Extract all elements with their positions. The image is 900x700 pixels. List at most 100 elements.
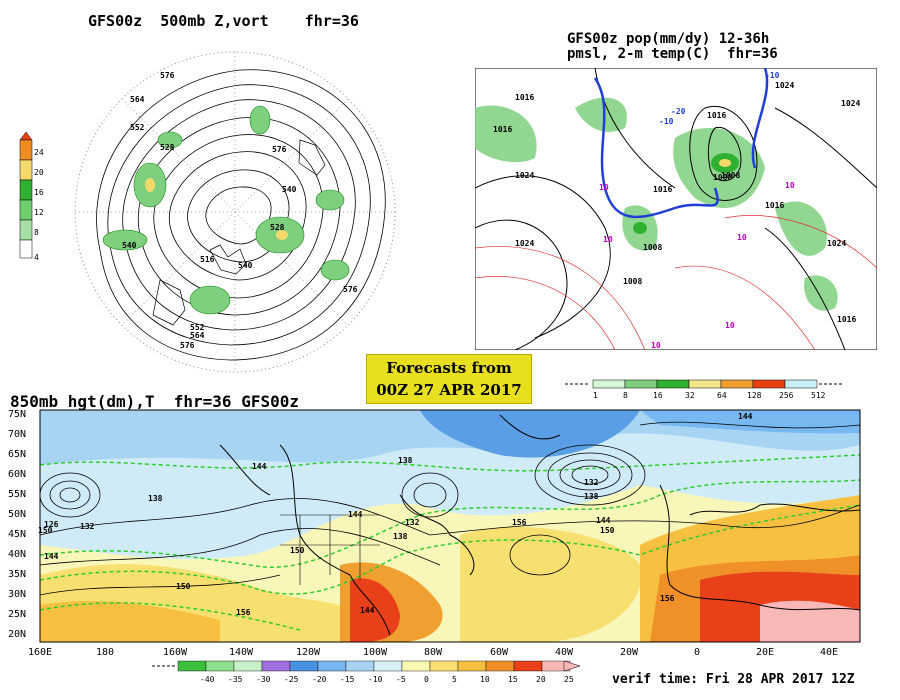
colorbar-swatch [513,660,543,672]
pressure-label: 1024 [827,239,846,248]
contour-label: 552 [130,123,145,132]
colorbar-swatch [373,660,403,672]
lon-label: 160E [28,647,52,658]
height-label: 132 [584,478,599,487]
lon-label: 140W [229,647,254,658]
colorbar-swatch [429,660,459,672]
colorbar-swatch [261,660,291,672]
colorbar-tick: 5 [452,675,457,684]
temperature-colorbar: -40 -35 -30 -25 -20 -15 -10 -5 0 5 10 15 20 25 [152,660,581,684]
height-label: 150 [38,526,53,535]
colorbar-swatch [457,660,487,672]
colorbar-tick: -40 [200,675,215,684]
polar-500mb-map: 576 564 552 540 528 516 540 528 576 552 … [74,51,396,373]
contour-label: 528 [270,223,285,232]
lat-label: 25N [8,609,26,620]
colorbar-swatch [401,660,431,672]
colorbar-tick: -30 [256,675,271,684]
pressure-label: 1016 [765,201,784,210]
height-label: 144 [348,510,363,519]
colorbar-tick: 32 [685,391,695,400]
pressure-label: 1016 [515,93,534,102]
lat-label: 45N [8,529,26,540]
colorbar-swatch [317,660,347,672]
polar-panel-title: GFS00z 500mb Z,vort fhr=36 [88,12,359,30]
forecast-line1: Forecasts from [386,359,512,377]
colorbar-swatch [485,660,515,672]
contour-label: 540 [282,185,297,194]
pressure-label: 1008 [643,243,662,252]
precip-title-line1: GFS00z pop(mm/dy) 12-36h [567,31,770,47]
height-label: 150 [176,582,191,591]
contour-label: 528 [160,143,175,152]
contour-label: 564 [130,95,145,104]
lon-label: 0 [694,647,700,658]
height-label: 150 [290,546,305,555]
lon-label: 80W [424,647,443,658]
contour-label: 516 [200,255,215,264]
temp-label: 10 [603,235,613,244]
temp-label: -10 [765,71,780,80]
lon-label: 20W [620,647,639,658]
precip-colorbar: 1 8 16 32 64 128 256 512 [565,379,843,400]
temp-label: 10 [737,233,747,242]
lat-label: 60N [8,469,26,480]
colorbar-tick: 15 [508,675,518,684]
precip-map: 1016 1016 1024 1024 1016 1008 1008 1016 … [475,68,877,350]
lon-label: 160W [163,647,188,658]
temp-label: -10 [659,117,674,126]
colorbar-tick: 4 [34,253,39,262]
temp-label: 10 [599,183,609,192]
colorbar-tick: 16 [34,188,44,197]
colorbar-tick: 256 [779,391,794,400]
lat-label: 40N [8,549,26,560]
height-label: 150 [600,526,615,535]
lat-label: 30N [8,589,26,600]
height-label: 144 [596,516,611,525]
temp-label: 10 [651,341,661,350]
colorbar-tick: 24 [34,148,44,157]
colorbar-swatch [177,660,207,672]
pressure-label: 1024 [841,99,860,108]
colorbar-tick: 64 [717,391,727,400]
colorbar-swatch [233,660,263,672]
pressure-label: 1016 [707,111,726,120]
height-label: 132 [405,518,420,527]
colorbar-swatch [345,660,375,672]
colorbar-tick: 20 [34,168,44,177]
contour-label: 576 [343,285,358,294]
colorbar-tick: -15 [340,675,355,684]
height-label: 144 [44,552,59,561]
height-label: 138 [148,494,163,503]
lon-label: 60W [490,647,509,658]
height-label: 126 [44,520,59,529]
height-label: 132 [80,522,95,531]
temp-label: 10 [725,321,735,330]
pressure-label: 1024 [515,239,534,248]
lat-label: 70N [8,429,26,440]
height-label: 138 [584,492,599,501]
contour-label: 576 [160,71,175,80]
lon-label: 180 [96,647,114,658]
contour-label: 576 [272,145,287,154]
colorbar-tick: -5 [396,675,406,684]
lat-label: 55N [8,489,26,500]
colorbar-tick: 25 [564,675,574,684]
lon-label: 120W [296,647,321,658]
pressure-label: 1016 [493,125,512,134]
contour-label: 576 [180,341,195,350]
colorbar-tick: 512 [811,391,826,400]
pressure-label: 1008 [721,171,740,180]
pressure-label: 1024 [775,81,794,90]
colorbar-tick: -10 [368,675,383,684]
vorticity-colorbar: 24 20 16 12 8 4 [19,132,44,262]
lat-label: 35N [8,569,26,580]
colorbar-tick: 0 [424,675,429,684]
height-label: 138 [393,532,408,541]
colorbar-tick: 20 [536,675,546,684]
contour-label: 564 [190,331,205,340]
colorbar-tick: 128 [747,391,762,400]
colorbar-tick: 8 [34,228,39,237]
pressure-label: 1016 [837,315,856,324]
forecast-line2: 00Z 27 APR 2017 [376,381,522,399]
